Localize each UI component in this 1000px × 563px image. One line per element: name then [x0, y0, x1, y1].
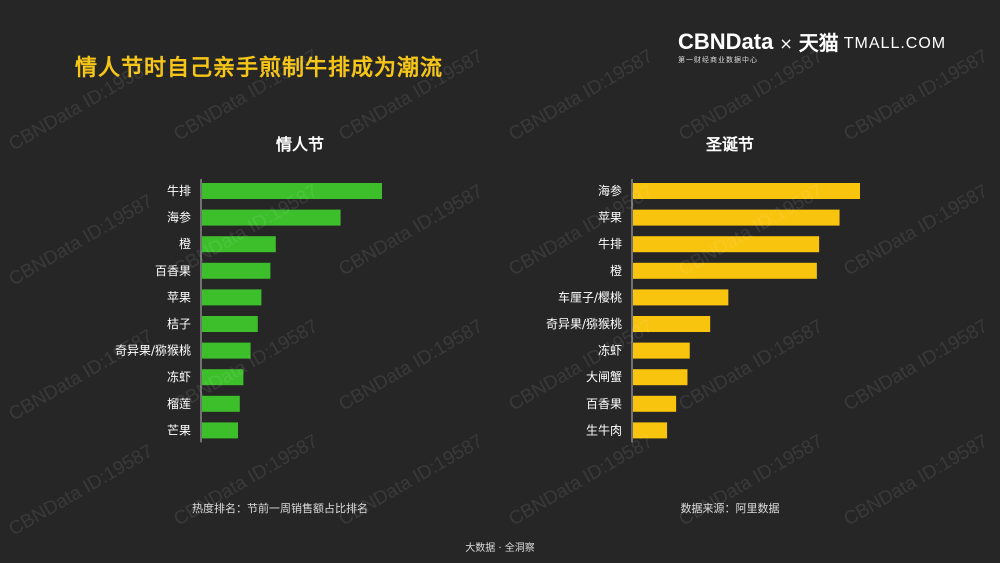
- valentine-category-label: 牛排: [167, 183, 191, 198]
- christmas-category-label: 苹果: [598, 211, 622, 225]
- valentine-bar: [202, 316, 258, 332]
- christmas-category-label: 奇异果/猕猴桃: [546, 316, 622, 331]
- valentine-bar: [202, 422, 238, 439]
- valentine-bar: [202, 209, 341, 226]
- christmas-bar: [633, 342, 690, 359]
- ranking-note: 热度排名：节前一周销售额占比排名: [192, 502, 368, 515]
- christmas-bar: [633, 209, 840, 226]
- valentine-category-label: 橙: [179, 236, 191, 251]
- cbndata-brand-text: CBNData: [678, 29, 774, 54]
- christmas-bar: [633, 236, 820, 253]
- christmas-category-label: 冻虾: [598, 343, 622, 358]
- valentine-category-label: 海参: [167, 210, 191, 225]
- logo-separator: ×: [779, 34, 793, 53]
- christmas-bar: [633, 369, 688, 386]
- christmas-category-label: 橙: [610, 263, 622, 278]
- christmas-category-label: 大闸蟹: [586, 369, 622, 384]
- valentine-chart-title: 情人节: [276, 135, 324, 154]
- valentine-category-label: 榴莲: [167, 397, 191, 411]
- cbndata-logo: CBNData 第一财经商业数据中心: [678, 30, 773, 65]
- valentine-bar: [202, 395, 240, 412]
- valentine-bar: [202, 369, 244, 386]
- christmas-category-label: 百香果: [586, 397, 622, 411]
- tmall-brand-cn: 天猫: [798, 31, 839, 55]
- valentine-bar: [202, 262, 271, 279]
- christmas-bar: [633, 395, 677, 412]
- valentine-bar: [202, 183, 382, 199]
- tmall-brand-en: TMALL.COM: [843, 35, 947, 52]
- christmas-category-label: 海参: [598, 183, 622, 198]
- christmas-bar: [633, 289, 729, 306]
- christmas-bar: [633, 183, 860, 199]
- footer-tagline: 大数据 · 全洞察: [465, 543, 535, 554]
- christmas-chart-title: 圣诞节: [705, 135, 754, 154]
- christmas-bar: [633, 316, 711, 332]
- source-note: 数据来源：阿里数据: [680, 502, 780, 515]
- christmas-category-label: 生牛肉: [586, 422, 622, 437]
- page-title: 情人节时自己亲手煎制牛排成为潮流: [75, 56, 444, 81]
- valentine-category-label: 冻虾: [167, 369, 191, 384]
- valentine-bar: [202, 342, 251, 359]
- brand-logo: CBNData 第一财经商业数据中心 × 天猫 TMALL.COM: [678, 30, 946, 70]
- christmas-bar: [633, 422, 668, 439]
- christmas-bar: [633, 262, 817, 279]
- valentine-category-label: 苹果: [167, 290, 191, 304]
- valentine-category-label: 奇异果/猕猴桃: [115, 343, 191, 358]
- valentine-category-label: 百香果: [155, 264, 191, 278]
- christmas-category-label: 车厘子/樱桃: [558, 289, 622, 304]
- valentine-bar: [202, 236, 276, 253]
- valentine-bar: [202, 289, 262, 306]
- valentine-category-label: 芒果: [167, 422, 191, 437]
- cbndata-tagline: 第一财经商业数据中心: [678, 56, 758, 64]
- christmas-category-label: 牛排: [598, 236, 622, 251]
- valentine-category-label: 桔子: [167, 317, 191, 331]
